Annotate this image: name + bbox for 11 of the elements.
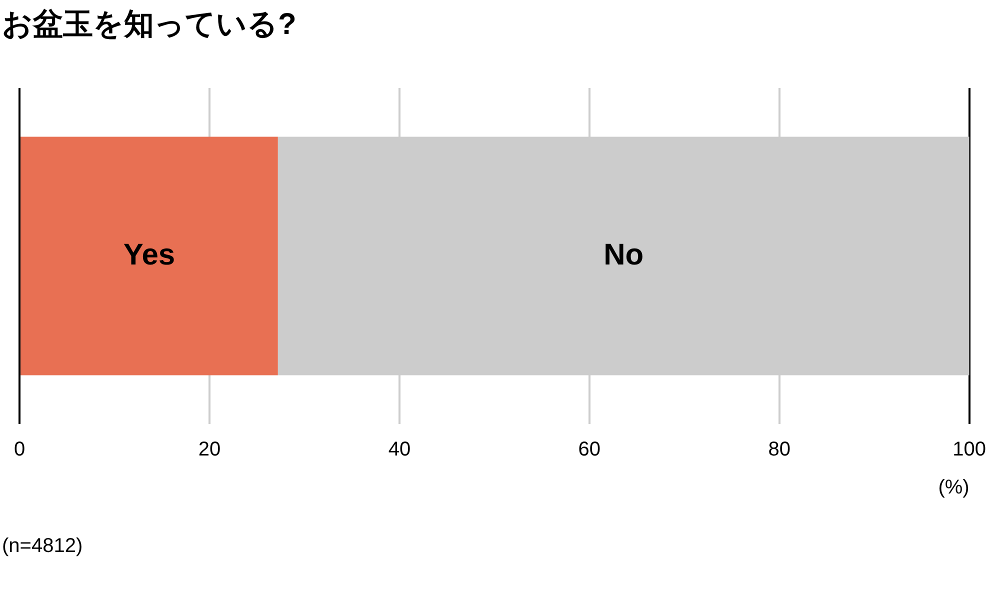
x-tick-label: 40 xyxy=(388,438,411,461)
series-label: No xyxy=(604,238,644,272)
text: (n=4812) xyxy=(2,535,83,558)
x-tick-label: 20 xyxy=(198,438,221,461)
x-axis-title: (%) xyxy=(938,476,970,499)
x-tick-label: 0 xyxy=(14,438,26,461)
x-tick-label: 100 xyxy=(952,438,986,461)
series-label: Yes xyxy=(123,238,176,272)
x-tick-label: 60 xyxy=(578,438,601,461)
x-tick-label: 80 xyxy=(768,438,790,461)
chart-title: お盆玉を知っている? xyxy=(2,7,296,43)
